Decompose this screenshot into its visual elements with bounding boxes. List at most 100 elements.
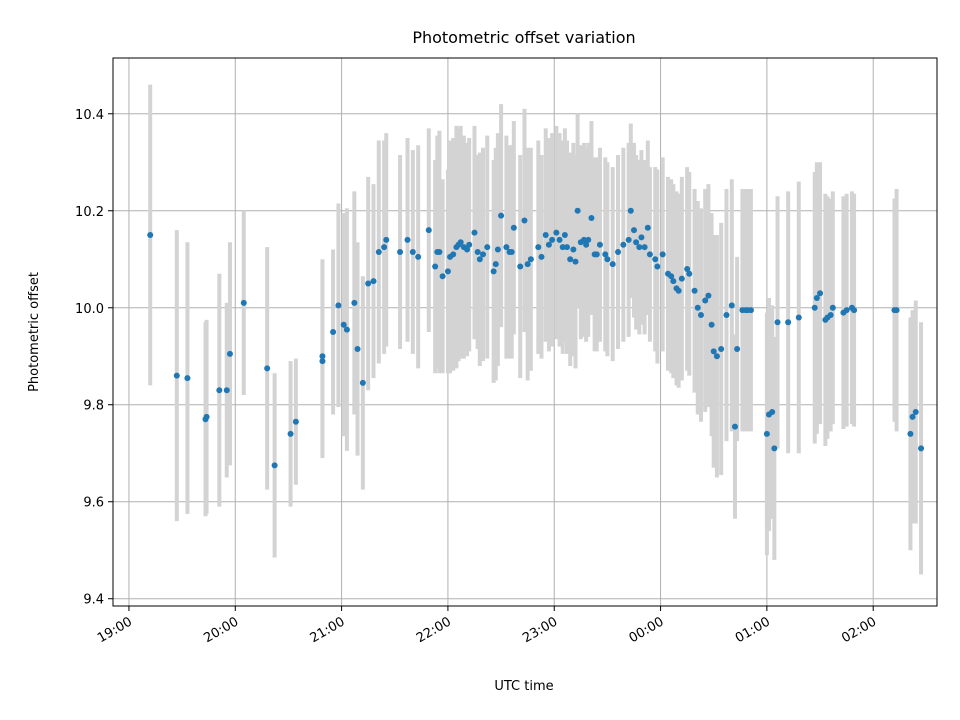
data-point [370,278,377,285]
data-point [542,232,549,239]
y-tick-label: 9.4 [83,593,104,608]
data-point [226,350,233,357]
data-point [432,263,439,270]
data-point [240,299,247,306]
data-point [264,365,271,372]
data-point [659,251,666,258]
data-point [630,227,637,234]
data-point [763,430,770,437]
data-point [574,207,581,214]
data-point [705,292,712,299]
data-point [769,409,776,416]
data-point [686,270,693,277]
y-tick-label: 10.0 [75,302,104,317]
data-point [223,387,230,394]
data-point [492,261,499,268]
data-point [652,256,659,263]
data-point [811,304,818,311]
data-point [829,304,836,311]
data-point [718,345,725,352]
data-point [450,251,457,258]
data-point [909,413,916,420]
data-point [641,244,648,251]
data-point [292,418,299,425]
data-point [583,241,590,248]
data-point [521,217,528,224]
data-point [604,256,611,263]
data-point [697,312,704,319]
chart-title: Photometric offset variation [412,28,635,47]
data-point [728,302,735,309]
y-axis-label: Photometric offset [27,272,42,392]
data-point [734,345,741,352]
data-point [572,258,579,265]
data-point [471,229,478,236]
data-point [498,212,505,219]
x-tick-label: 02:00 [839,614,879,646]
data-point [912,409,919,416]
y-tick-label: 9.6 [83,496,104,511]
data-point [691,287,698,294]
data-point [625,236,632,243]
y-tick-label: 10.2 [75,205,104,220]
data-point [627,207,634,214]
data-point [375,248,382,255]
data-point [444,268,451,275]
x-tick-label: 22:00 [414,614,454,646]
x-tick-label: 00:00 [627,614,667,646]
data-point [646,251,653,258]
data-point [343,326,350,333]
data-point [694,304,701,311]
x-axis-label: UTC time [494,679,553,694]
data-point [319,353,326,360]
data-point [335,302,342,309]
data-point [319,358,326,365]
y-tick-label: 10.4 [75,108,104,123]
data-point [684,265,691,272]
data-point [843,307,850,314]
data-point [654,263,661,270]
data-point [638,234,645,241]
data-point [340,321,347,328]
x-tick-label: 19:00 [95,614,135,646]
data-point [553,229,560,236]
data-point [710,348,717,355]
data-point [466,241,473,248]
data-point [457,239,464,246]
data-point [907,430,914,437]
data-point [675,287,682,294]
data-point [484,244,491,251]
data-point [480,251,487,258]
data-point [381,244,388,251]
data-point [436,248,443,255]
data-point [723,312,730,319]
data-point [620,241,627,248]
data-point [713,353,720,360]
x-tick-label: 20:00 [201,614,241,646]
data-point [409,248,416,255]
data-point [330,329,337,335]
data-point [354,345,361,352]
data-point [527,256,534,263]
data-point [464,246,471,253]
data-point [702,297,709,304]
data-point [549,236,556,243]
data-point [570,246,577,253]
data-point [173,372,180,379]
data-point [524,261,531,268]
data-point [633,239,640,246]
data-point [545,241,552,248]
data-point [827,312,834,319]
data-point [535,244,542,251]
data-point [602,251,609,258]
data-point [365,280,372,287]
data-point [538,253,545,260]
data-point [731,423,738,430]
data-point [708,321,715,328]
data-point [567,256,574,263]
data-point [494,246,501,253]
plot-area [112,57,938,607]
x-tick-label: 01:00 [733,614,773,646]
data-point [588,215,595,222]
data-point [771,445,778,452]
